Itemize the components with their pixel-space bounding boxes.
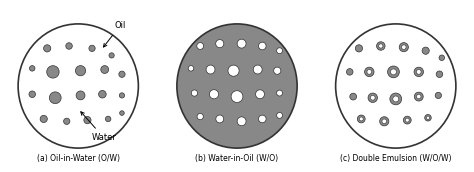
Circle shape <box>436 71 443 78</box>
Circle shape <box>356 45 363 52</box>
Circle shape <box>393 96 399 102</box>
Circle shape <box>258 42 266 50</box>
Circle shape <box>231 91 243 103</box>
Circle shape <box>401 45 406 50</box>
Circle shape <box>399 43 409 52</box>
Circle shape <box>197 43 204 49</box>
Circle shape <box>237 117 246 126</box>
Circle shape <box>29 91 36 98</box>
Circle shape <box>417 94 421 99</box>
Circle shape <box>277 90 283 96</box>
Circle shape <box>379 44 383 48</box>
Circle shape <box>206 65 215 74</box>
Circle shape <box>426 116 429 119</box>
Circle shape <box>359 117 363 121</box>
Circle shape <box>365 67 374 77</box>
Circle shape <box>435 92 441 99</box>
Ellipse shape <box>177 24 297 148</box>
Circle shape <box>357 115 365 123</box>
Circle shape <box>109 53 114 58</box>
Circle shape <box>380 117 389 126</box>
Circle shape <box>191 90 198 96</box>
Circle shape <box>417 69 421 74</box>
Circle shape <box>390 93 401 105</box>
Circle shape <box>29 66 35 71</box>
Circle shape <box>44 45 51 52</box>
Circle shape <box>237 39 246 48</box>
Circle shape <box>277 112 283 118</box>
Circle shape <box>210 90 219 99</box>
Circle shape <box>253 65 262 74</box>
Ellipse shape <box>18 24 138 148</box>
Circle shape <box>119 111 124 115</box>
Circle shape <box>76 91 85 100</box>
Circle shape <box>414 67 423 77</box>
Circle shape <box>346 69 353 75</box>
Circle shape <box>382 119 386 123</box>
Circle shape <box>75 66 86 76</box>
Circle shape <box>370 95 375 100</box>
Circle shape <box>405 118 409 122</box>
Circle shape <box>367 69 372 74</box>
Circle shape <box>228 65 239 76</box>
Circle shape <box>350 93 356 100</box>
Circle shape <box>258 115 266 123</box>
Circle shape <box>216 115 224 123</box>
Circle shape <box>47 66 59 78</box>
Circle shape <box>403 116 411 124</box>
Circle shape <box>64 118 70 124</box>
Text: (a) Oil-in-Water (O/W): (a) Oil-in-Water (O/W) <box>37 154 120 163</box>
Circle shape <box>49 92 61 104</box>
Circle shape <box>119 71 125 77</box>
Circle shape <box>101 66 109 73</box>
Text: (b) Water-in-Oil (W/O): (b) Water-in-Oil (W/O) <box>195 154 279 163</box>
Circle shape <box>255 90 264 99</box>
Circle shape <box>66 43 73 49</box>
Circle shape <box>425 115 431 121</box>
Circle shape <box>188 66 194 71</box>
Circle shape <box>89 45 95 51</box>
Circle shape <box>391 69 396 75</box>
Circle shape <box>119 93 125 98</box>
Circle shape <box>414 92 423 101</box>
Text: Oil: Oil <box>103 22 126 47</box>
Circle shape <box>273 67 281 74</box>
Circle shape <box>422 47 429 54</box>
Circle shape <box>376 42 385 50</box>
Circle shape <box>216 40 224 48</box>
Circle shape <box>99 90 106 98</box>
Circle shape <box>388 66 399 78</box>
Text: (c) Double Emulsion (W/O/W): (c) Double Emulsion (W/O/W) <box>340 154 452 163</box>
Circle shape <box>197 114 203 120</box>
Circle shape <box>40 115 47 122</box>
Circle shape <box>84 116 91 124</box>
Ellipse shape <box>336 24 456 148</box>
Circle shape <box>105 116 111 122</box>
Circle shape <box>439 55 445 61</box>
Circle shape <box>277 48 283 54</box>
Text: Water: Water <box>81 112 116 142</box>
Circle shape <box>368 93 377 103</box>
